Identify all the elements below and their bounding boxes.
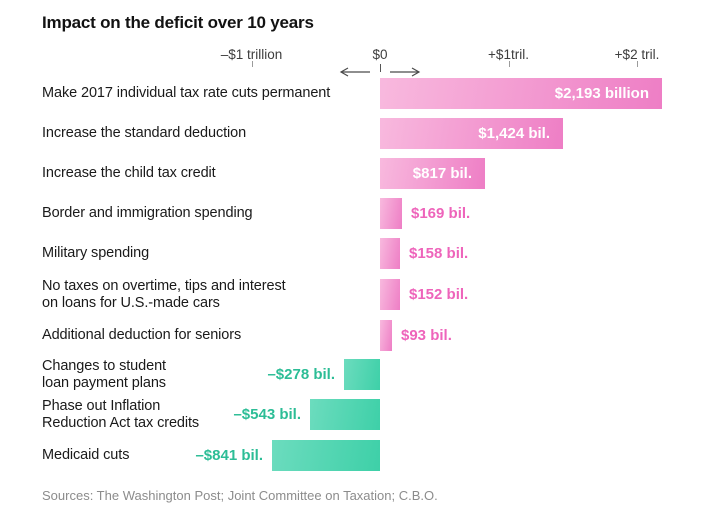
- sources-note: Sources: The Washington Post; Joint Comm…: [42, 488, 438, 503]
- bar-cost: [380, 198, 402, 229]
- bar-cost: [380, 279, 400, 310]
- category-label: Changes to student loan payment plans: [42, 357, 372, 391]
- category-label: Border and immigration spending: [42, 198, 372, 229]
- value-label: $152 bil.: [409, 286, 469, 303]
- value-label: –$278 bil.: [267, 366, 335, 383]
- left-arrow-icon: [339, 67, 370, 77]
- category-label-line: Military spending: [42, 245, 150, 261]
- value-label: $817 bil.: [412, 165, 472, 182]
- value-label: $2,193 billion: [554, 85, 649, 102]
- bar-savings: [310, 399, 380, 430]
- axis-tick-mark: [637, 61, 638, 67]
- bar-cost: [380, 320, 392, 351]
- value-label: –$841 bil.: [195, 447, 263, 464]
- category-label: Medicaid cuts: [42, 440, 372, 471]
- category-label-line: Border and immigration spending: [42, 205, 253, 221]
- zero-axis-tick: [379, 64, 381, 72]
- bar-cost: [380, 158, 485, 189]
- category-label-line: Make 2017 individual tax rate cuts perma…: [42, 85, 331, 101]
- category-label: Phase out Inflation Reduction Act tax cre…: [42, 397, 372, 431]
- category-label-line: Increase the standard deduction: [42, 125, 247, 141]
- category-label: Increase the standard deduction: [42, 118, 372, 149]
- bar-cost: [380, 78, 662, 109]
- category-label-line: Increase the child tax credit: [42, 165, 216, 181]
- category-label-line: Phase out Inflation: [42, 397, 161, 414]
- axis-tick-mark: [251, 61, 253, 67]
- category-label-line: Reduction Act tax credits: [42, 414, 200, 431]
- axis-tick-label: +$2 tril.: [614, 47, 660, 62]
- value-label: $158 bil.: [409, 245, 469, 262]
- category-label-line: Medicaid cuts: [42, 447, 130, 463]
- bar-cost: [380, 238, 400, 269]
- bar-cost: [380, 118, 563, 149]
- value-label: $93 bil.: [401, 327, 452, 344]
- chart-title: Impact on the deficit over 10 years: [42, 13, 314, 32]
- bar-savings: [272, 440, 380, 471]
- category-label-line: on loans for U.S.-made cars: [42, 294, 220, 311]
- category-label: Additional deduction for seniors: [42, 320, 372, 351]
- axis-tick-label: $0: [372, 47, 388, 62]
- right-arrow-icon: [390, 67, 421, 77]
- category-label: Increase the child tax credit: [42, 158, 372, 189]
- category-label: No taxes on overtime, tips and interest o…: [42, 277, 372, 311]
- category-label-line: loan payment plans: [42, 374, 166, 391]
- category-label-line: Changes to student: [42, 357, 166, 374]
- axis-tick-label: +$1tril.: [488, 47, 529, 62]
- value-label: $1,424 bil.: [478, 125, 550, 142]
- category-label-line: No taxes on overtime, tips and interest: [42, 277, 286, 294]
- axis-tick-label: –$1 trillion: [220, 47, 283, 62]
- category-label-line: Additional deduction for seniors: [42, 327, 242, 343]
- category-label: Make 2017 individual tax rate cuts perma…: [42, 78, 372, 109]
- bar-savings: [344, 359, 380, 390]
- value-label: $169 bil.: [411, 205, 471, 222]
- category-label: Military spending: [42, 238, 372, 269]
- axis-tick-mark: [508, 61, 510, 67]
- zero-direction-arrows: [337, 65, 423, 83]
- value-label: –$543 bil.: [233, 406, 301, 423]
